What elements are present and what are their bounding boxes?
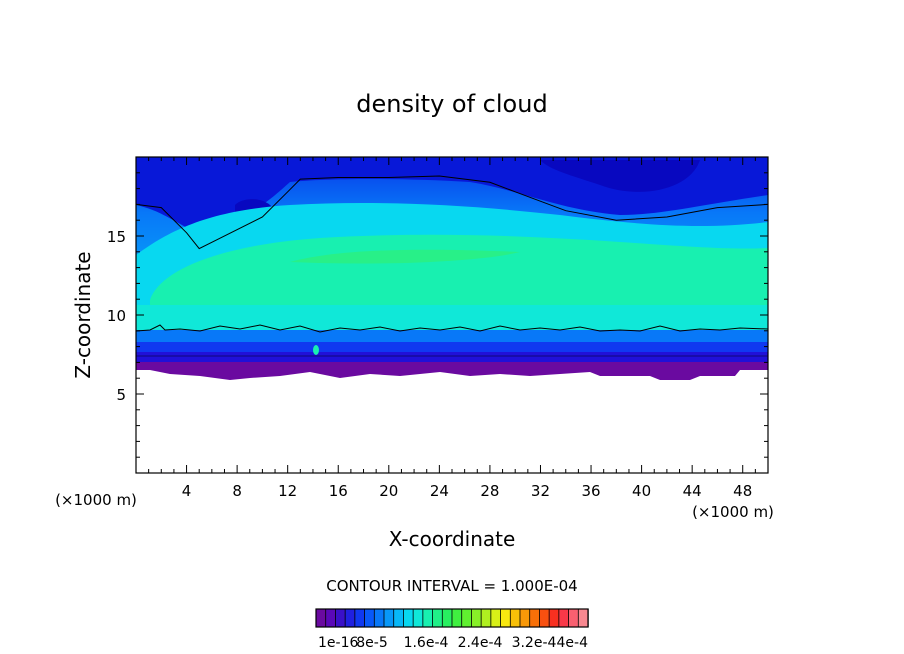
colorbar (315, 608, 589, 628)
field-cyan-lower (136, 305, 768, 330)
colorbar-swatch (432, 608, 443, 628)
colorbar-swatch (548, 608, 560, 628)
colorbar-swatch (354, 608, 366, 628)
field-purple-base (136, 362, 768, 380)
x-tick-label: 24 (430, 482, 449, 500)
x-tick-label: 32 (531, 482, 550, 500)
colorbar-swatch (364, 608, 375, 628)
colorbar-swatch (480, 608, 492, 628)
colorbar-swatch (490, 608, 502, 628)
colorbar-label: 3.2e-4 (512, 635, 557, 651)
field-blue-stack-2 (136, 342, 768, 352)
x-tick-label: 40 (632, 482, 651, 500)
x-tick-label: 44 (683, 482, 702, 500)
contour-interval-label: CONTOUR INTERVAL = 1.000E-04 (326, 577, 577, 595)
x-tick-label: 36 (581, 482, 600, 500)
colorbar-swatch (471, 608, 482, 628)
x-tick-label: 20 (379, 482, 398, 500)
field-cyan-spot (313, 345, 319, 355)
chart-title: density of cloud (356, 90, 547, 118)
field-blue-stack-1 (136, 330, 768, 342)
heatmap-field (136, 157, 768, 380)
y-tick-label: 10 (107, 307, 126, 325)
x-tick-label: 4 (182, 482, 192, 500)
colorbar-swatch (335, 608, 346, 628)
colorbar-label: 1e-16 (318, 635, 358, 651)
colorbar-label: 4e-4 (557, 635, 589, 651)
colorbar-swatch (383, 608, 395, 628)
x-tick-label: 28 (480, 482, 499, 500)
y-axis: 5 10 15 (107, 172, 768, 458)
colorbar-swatch (393, 608, 405, 628)
colorbar-swatch (461, 608, 473, 628)
colorbar-swatch (422, 608, 434, 628)
y-axis-title: Z-coordinate (71, 251, 95, 378)
colorbar-swatch (344, 608, 356, 628)
colorbar-swatch (568, 608, 579, 628)
field-deep-blue-patch-2 (540, 160, 700, 192)
colorbar-swatch (373, 608, 385, 628)
x-tick-label: 48 (733, 482, 752, 500)
colorbar-swatch (509, 608, 521, 628)
y-tick-label: 5 (116, 386, 126, 404)
y-tick-label: 15 (107, 228, 126, 246)
x-axis-title: X-coordinate (389, 527, 516, 551)
x-axis: 4 8 12 16 20 24 28 32 36 40 44 48 (148, 157, 756, 500)
colorbar-label: 1.6e-4 (404, 635, 449, 651)
x-tick-label: 12 (278, 482, 297, 500)
colorbar-swatch (577, 608, 589, 628)
colorbar-swatch (558, 608, 570, 628)
colorbar-label: 2.4e-4 (458, 635, 503, 651)
colorbar-swatch (403, 608, 414, 628)
upper-contour-line (136, 175, 768, 250)
colorbar-swatch (539, 608, 550, 628)
colorbar-swatch (325, 608, 337, 628)
field-green-core (150, 234, 768, 308)
colorbar-swatch (451, 608, 463, 628)
x-tick-label: 8 (232, 482, 242, 500)
colorbar-swatch (529, 608, 541, 628)
field-blue-stack-3 (136, 352, 768, 362)
x-unit-label-left: (×1000 m) (55, 491, 137, 509)
lower-contour-line (136, 324, 768, 333)
colorbar-swatch (519, 608, 531, 628)
colorbar-swatch (315, 608, 327, 628)
x-tick-label: 16 (329, 482, 348, 500)
colorbar-swatch (500, 608, 511, 628)
colorbar-swatch (412, 608, 424, 628)
colorbar-label: 8e-5 (356, 635, 387, 651)
colorbar-swatch (441, 608, 453, 628)
colorbar-frame (315, 608, 589, 628)
field-green-inner (290, 249, 520, 264)
x-unit-label-right: (×1000 m) (692, 503, 774, 521)
